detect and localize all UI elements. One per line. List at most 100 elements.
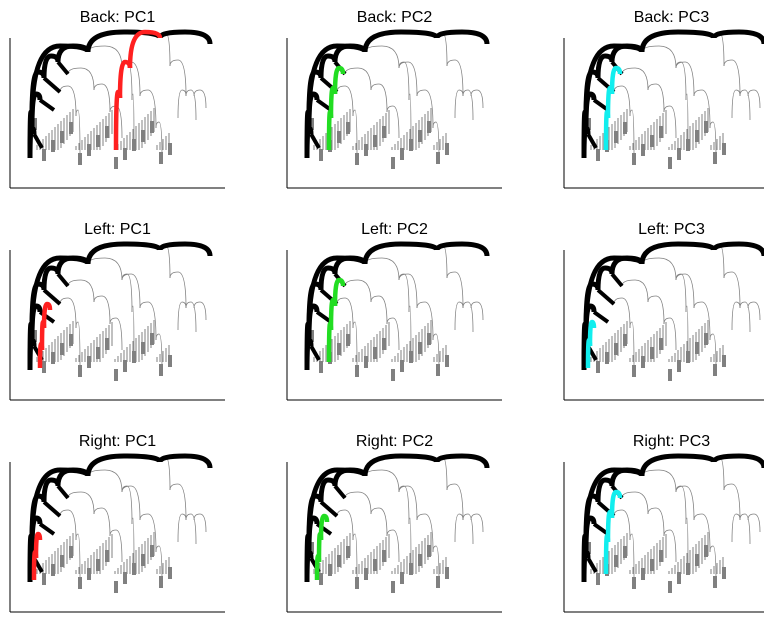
dendrogram-spur [42,288,62,306]
dendrogram-branch [139,89,157,129]
dendrogram-leaf-block [427,545,431,557]
dendrogram-branch [709,333,717,371]
dendrogram-branch [131,517,135,573]
panel-title: Right: PC1 [78,433,157,450]
dendrogram-branch [621,67,649,91]
dendrogram-branch [432,545,440,583]
dendrogram-trunk [29,91,43,127]
dendrogram-branch [621,279,649,303]
dendrogram-leaf-block [596,573,600,585]
dendrogram-branch [193,89,207,109]
dendrogram-leaf-block [78,365,82,377]
dendrogram-plot [286,453,502,613]
highlighted-branch [113,89,123,151]
dendrogram-branch [155,333,163,371]
dendrogram-leaf-block [105,550,109,562]
dendrogram-trunk [583,91,597,127]
dendrogram-branch [336,85,354,117]
dendrogram-leaf-block [427,121,431,133]
dendrogram-leaf-block [346,122,350,134]
dendrogram-leaf-block [722,355,726,367]
dendrogram-leaf-block [668,581,672,593]
dendrogram-branch [398,61,418,97]
dendrogram-spur [586,557,598,573]
dendrogram-leaf-block [614,555,618,567]
dendrogram-leaf-block [623,546,627,558]
dendrogram-branch [416,89,434,129]
panel-title: Back: PC1 [79,9,156,26]
dendrogram-branch [386,529,400,563]
dendrogram-spur [38,522,56,536]
dendrogram-branch [59,297,77,329]
dendrogram-leaf-block [60,343,64,355]
dendrogram-leaf-block [695,130,699,142]
dendrogram-branch [398,485,410,525]
dendrogram-branch [352,109,358,157]
highlighted-branch [332,277,346,307]
dendrogram-branch [675,273,687,313]
dendrogram-trunk [639,241,717,265]
highlighted-branch [603,109,611,151]
dendrogram-branch [663,105,677,139]
dendrogram-leaf-block [310,330,314,342]
dendrogram-leaf-block [614,343,618,355]
dendrogram-leaf-block [704,545,708,557]
dendrogram-leaf-block [418,130,422,142]
dendrogram-leaf-block [51,140,55,152]
dendrogram-leaf-block [445,143,449,155]
dendrogram-spur [319,500,339,518]
dendrogram-leaf-block [400,360,404,372]
panel-right-pc1: Right: PC1 [9,432,225,613]
dendrogram-branch [131,93,135,149]
dendrogram-branch [462,513,474,545]
dendrogram-leaf-block [677,572,681,584]
dendrogram-branch [67,491,95,515]
dendrogram-branch [364,469,400,493]
panel-title: Back: PC3 [633,9,710,26]
dendrogram-branch [185,513,197,545]
dendrogram-plot [9,29,225,189]
dendrogram-leaf-block [436,364,440,376]
dendrogram-leaf-block [668,157,672,169]
dendrogram-trunk [304,549,314,583]
dendrogram-branch [185,301,197,333]
panel-back-pc3: Back: PC3 [563,8,764,189]
dendrogram-branch [109,317,123,351]
dendrogram-branch [121,485,133,525]
dendrogram-leaf-block [677,360,681,372]
dendrogram-leaf-block [42,573,46,585]
dendrogram-leaf-block [400,572,404,584]
dendrogram-leaf-block [105,338,109,350]
dendrogram-trunk [639,453,717,477]
dendrogram-branch [59,85,77,117]
panel-right-pc2: Right: PC2 [286,432,502,613]
dendrogram-branch [454,89,464,119]
dendrogram-spur [333,484,347,500]
dendrogram-branch [155,545,163,583]
dendrogram-trunk [434,453,490,469]
dendrogram-leaf-block [168,355,172,367]
dendrogram-leaf-block [650,559,654,571]
dendrogram-branch [75,321,81,369]
dendrogram-trunk [581,549,591,583]
dendrogram-leaf-block [168,567,172,579]
highlighted-branch [603,533,611,575]
dendrogram-trunk [639,29,717,53]
dendrogram-leaf-block [337,555,341,567]
dendrogram-leaf-block [713,152,717,164]
dendrogram-leaf-block [695,342,699,354]
highlighted-branch [326,321,334,363]
dendrogram-leaf-block [141,342,145,354]
dendrogram-branch [408,93,412,149]
dendrogram-leaf-block [114,581,118,593]
dendrogram-branch [87,45,123,69]
dendrogram-branch [747,301,761,321]
dendrogram-leaf-block [382,126,386,138]
dendrogram-branch [169,271,187,309]
dendrogram-trunk [583,515,597,551]
dendrogram-branch [398,273,410,313]
dendrogram-trunk [711,241,764,257]
dendrogram-leaf-block [337,131,341,143]
dendrogram-spur [315,310,333,324]
dendrogram-leaf-block [346,334,350,346]
